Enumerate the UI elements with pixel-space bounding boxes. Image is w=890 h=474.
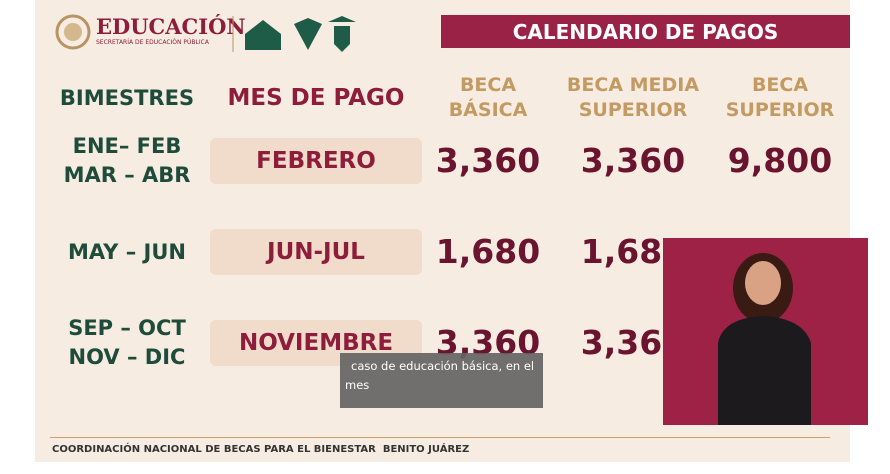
column-header: BECA [459, 74, 517, 96]
column-header: BECA MEDIA [566, 74, 700, 96]
footer-rule [50, 437, 830, 438]
interpreter-video [663, 238, 868, 425]
payment-month-pill: FEBRERO [210, 138, 422, 184]
footer: COORDINACIÓN NACIONAL DE BECAS PARA EL B… [52, 444, 470, 455]
amount: 1,680 [435, 232, 541, 271]
logo: EDUCACIÓN [96, 14, 246, 39]
bimestre: NOV – DIC [68, 345, 186, 369]
column-header: BÁSICA [448, 99, 528, 121]
subtitle-caption: caso de educación básica, en el mes [340, 353, 543, 408]
bimestre: MAR – ABR [63, 163, 191, 187]
payment-month: JUN-JUL [267, 239, 365, 265]
payment-month-pill: JUN-JUL [210, 229, 422, 275]
seal-icon [55, 14, 91, 50]
title-bar: CALENDARIO DE PAGOS [441, 15, 850, 48]
column-header: BECA [751, 74, 809, 96]
logo-subtitle: SECRETARÍA DE EDUCACIÓN PÚBLICA [96, 39, 209, 46]
amount: 9,800 [727, 141, 833, 180]
bimestre: SEP – OCT [68, 316, 186, 340]
title: CALENDARIO DE PAGOS [512, 19, 779, 44]
amount: 3,360 [580, 141, 686, 180]
caption-text: caso de educación básica, en el mes [345, 359, 535, 392]
column-header: BIMESTRES [59, 85, 195, 110]
bimestre: MAY – JUN [68, 239, 186, 264]
column-header: SUPERIOR [578, 99, 688, 121]
column-header: MES DE PAGO [227, 84, 405, 111]
program-icons [232, 16, 356, 52]
payment-month: NOVIEMBRE [238, 330, 394, 356]
amount: 3,360 [435, 141, 541, 180]
bimestre: ENE– FEB [72, 134, 182, 158]
payment-month: FEBRERO [256, 148, 376, 174]
column-header: SUPERIOR [725, 99, 835, 121]
